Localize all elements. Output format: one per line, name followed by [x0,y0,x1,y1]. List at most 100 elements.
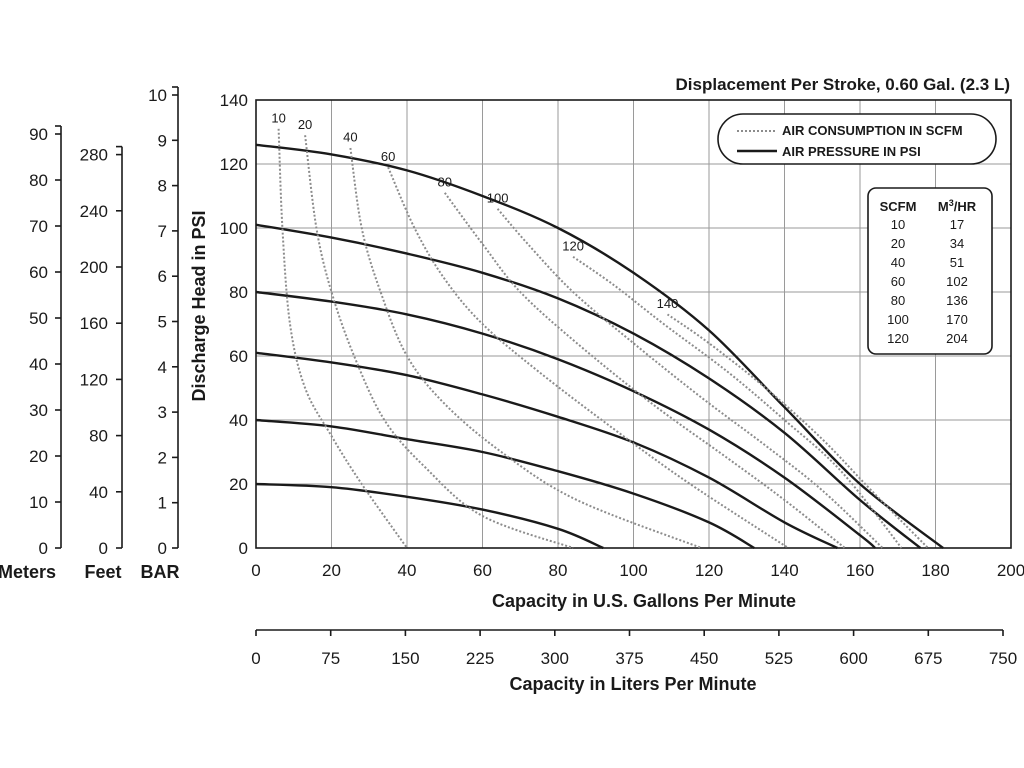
left-scale-tick-label: 160 [80,314,108,333]
liters-axis-label: Capacity in Liters Per Minute [509,674,756,694]
liters-tick-label: 300 [541,649,569,668]
air-curve-140-scfm [666,313,929,549]
legend-box [717,113,997,165]
legend-dotted-label: AIR CONSUMPTION IN SCFM [782,123,963,138]
liters-tick-label: 75 [321,649,340,668]
y-axis-label: Discharge Head in PSI [189,210,209,401]
left-scale-tick-label: 80 [29,171,48,190]
conversion-cell-m3hr: 51 [950,255,964,270]
x-tick-label: 20 [322,561,341,580]
x-tick-label: 200 [997,561,1024,580]
y-tick-label: 20 [229,475,248,494]
y-tick-label: 80 [229,283,248,302]
air-curve-label: 20 [298,117,312,132]
left-scale-tick-label: 10 [148,86,167,105]
liters-tick-label: 225 [466,649,494,668]
left-scale-tick-label: 50 [29,309,48,328]
air-curve-label: 100 [487,190,509,205]
left-scale-tick-label: 280 [80,146,108,165]
liters-tick-label: 0 [251,649,260,668]
conversion-cell-scfm: 40 [891,255,905,270]
air-curve-60-scfm [387,166,789,549]
left-scale-tick-label: 80 [89,427,108,446]
left-scale-tick-label: 4 [158,358,167,377]
y-tick-label: 140 [220,91,248,110]
y-tick-label: 60 [229,347,248,366]
pressure-curve-60 [255,351,838,550]
pressure-curve-120 [255,143,944,549]
x-axis-label: Capacity in U.S. Gallons Per Minute [492,591,796,611]
left-scale-tick-label: 0 [158,539,167,558]
conversion-cell-m3hr: 170 [946,312,968,327]
air-curve-120-scfm [572,255,903,549]
air-curve-label: 120 [562,238,584,253]
left-scale-tick-label: 90 [29,125,48,144]
y-tick-label: 120 [220,155,248,174]
left-unit-scales: 0102030405060708090Meters040801201602002… [0,86,180,582]
left-scale-tick-label: 30 [29,401,48,420]
left-scale-tick-label: 240 [80,202,108,221]
air-curve-label: 140 [657,296,679,311]
left-scale-title: BAR [141,562,180,582]
legend-solid-label: AIR PRESSURE IN PSI [782,144,921,159]
y-axis-psi: 0 20 40 60 80 100 120 140 [220,91,248,558]
x-tick-label: 180 [921,561,949,580]
air-curve-20-scfm [304,135,574,549]
left-scale-tick-label: 7 [158,222,167,241]
pressure-curve-100 [255,223,922,549]
liters-tick-label: 375 [615,649,643,668]
conversion-cell-scfm: 60 [891,274,905,289]
y-tick-label: 40 [229,411,248,430]
left-scale-tick-label: 8 [158,177,167,196]
left-scale-tick-label: 9 [158,131,167,150]
x-tick-label: 0 [251,561,260,580]
chart-title: Displacement Per Stroke, 0.60 Gal. (2.3 … [676,75,1010,94]
y-tick-label: 0 [239,539,248,558]
x-axis-liters: 0 75 150 225 300 375 450 525 600 675 750 [251,629,1017,668]
air-curve-10-scfm [277,128,408,549]
left-scale-title: Meters [0,562,56,582]
plot-frame [255,99,1012,549]
liters-tick-label: 750 [989,649,1017,668]
left-scale-tick-label: 70 [29,217,48,236]
conversion-cell-m3hr: 17 [950,217,964,232]
x-axis-gallons: 0 20 40 60 80 100 120 140 160 180 200 [251,561,1024,580]
left-scale-tick-label: 1 [158,494,167,513]
left-scale-title: Feet [84,562,121,582]
x-tick-label: 120 [695,561,723,580]
conversion-cell-scfm: 100 [887,312,909,327]
conversion-cell-m3hr: 204 [946,331,968,346]
air-consumption-curves [277,128,929,549]
left-scale-tick-label: 10 [29,493,48,512]
left-scale-tick-label: 5 [158,313,167,332]
left-scale-tick-label: 3 [158,403,167,422]
x-tick-label: 80 [549,561,568,580]
air-curve-label: 10 [271,110,285,125]
conversion-header-scfm: SCFM [880,199,917,214]
left-scale-tick-label: 20 [29,447,48,466]
liters-tick-label: 450 [690,649,718,668]
x-tick-label: 140 [770,561,798,580]
x-tick-label: 40 [398,561,417,580]
conversion-table-box [867,187,993,355]
left-scale-tick-label: 40 [89,483,108,502]
liters-tick-label: 675 [914,649,942,668]
conversion-cell-scfm: 10 [891,217,905,232]
left-scale-tick-label: 120 [80,370,108,389]
conversion-cell-scfm: 120 [887,331,909,346]
scfm-conversion-table: SCFM M3/HR 10 17 20 34 40 51 60 102 80 136 100 170 120… [867,187,993,355]
conversion-cell-m3hr: 102 [946,274,968,289]
conversion-cell-scfm: 20 [891,236,905,251]
left-scale-tick-label: 60 [29,263,48,282]
pressure-curve-40 [255,418,755,550]
pressure-curve-80 [255,290,876,549]
liters-tick-label: 150 [391,649,419,668]
air-curve-label: 60 [381,149,395,164]
liters-tick-label: 525 [765,649,793,668]
legend: AIR CONSUMPTION IN SCFM AIR PRESSURE IN … [717,113,997,165]
left-scale-tick-label: 0 [39,539,48,558]
left-scale-tick-label: 0 [99,539,108,558]
conversion-header-m3hr: M3/HR [938,198,977,214]
air-curve-100-scfm [496,208,884,549]
